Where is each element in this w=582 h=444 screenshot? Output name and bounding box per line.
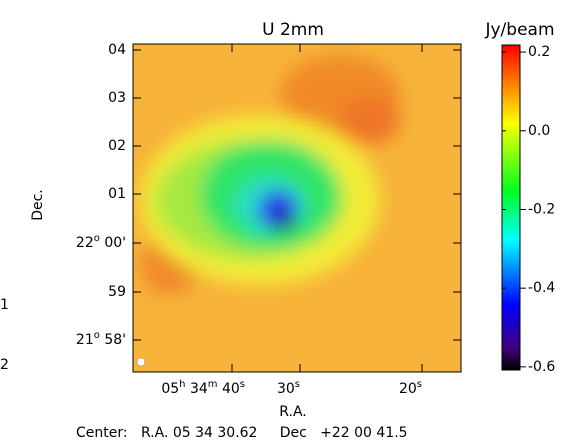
label-part: 34	[186, 381, 208, 397]
label-part: h	[179, 379, 185, 390]
label-part: o	[94, 330, 100, 341]
label-part: 21	[76, 332, 94, 348]
label-part: 20	[399, 381, 417, 397]
label-part: s	[295, 379, 300, 390]
plot-frame	[132, 43, 462, 373]
x-tick-label: 30s	[277, 379, 300, 398]
label-part: s	[417, 379, 422, 390]
center-text: Center: R.A. 05 34 30.62 Dec +22 00 41.5	[76, 425, 408, 441]
colorbar-tick-label: 0.2	[528, 44, 550, 60]
label-part: 40	[218, 381, 240, 397]
label-part: 05	[161, 381, 179, 397]
x-tick-label: 05h 34m 40s	[161, 379, 245, 398]
y-tick-label: 21o 58'	[76, 330, 126, 349]
colorbar-tick-label: 0.0	[528, 123, 550, 139]
colorbar	[501, 44, 521, 371]
y-tick-label: 03	[108, 90, 126, 106]
edge-label: 2	[0, 357, 9, 373]
map-image	[133, 44, 461, 372]
x-tick-label: 20s	[399, 379, 422, 398]
edge-label: 1	[0, 297, 9, 313]
label-part: 22	[76, 235, 94, 251]
y-tick-label: 02	[108, 138, 126, 154]
label-part: 59	[108, 284, 126, 300]
title: U 2mm	[262, 20, 324, 40]
y-tick-label: 04	[108, 42, 126, 58]
y-tick-label: 22o 00'	[76, 233, 126, 252]
label-part: 00'	[100, 235, 126, 251]
label-part: m	[208, 379, 218, 390]
label-part: 03	[108, 90, 126, 106]
label-part: 58'	[100, 332, 126, 348]
label-part: o	[94, 233, 100, 244]
label-part: 30	[277, 381, 295, 397]
label-part: 04	[108, 42, 126, 58]
x-axis-label: R.A.	[279, 404, 306, 420]
label-part: 01	[108, 186, 126, 202]
y-axis-label: Dec.	[30, 189, 46, 221]
label-part: 02	[108, 138, 126, 154]
y-tick-label: 59	[108, 284, 126, 300]
label-part: s	[240, 379, 245, 390]
colorbar-label: Jy/beam	[484, 20, 554, 40]
colorbar-tick-label: -0.6	[528, 359, 555, 375]
colorbar-tick-label: -0.4	[528, 280, 555, 296]
colorbar-tick-label: -0.2	[528, 201, 555, 217]
y-tick-label: 01	[108, 186, 126, 202]
